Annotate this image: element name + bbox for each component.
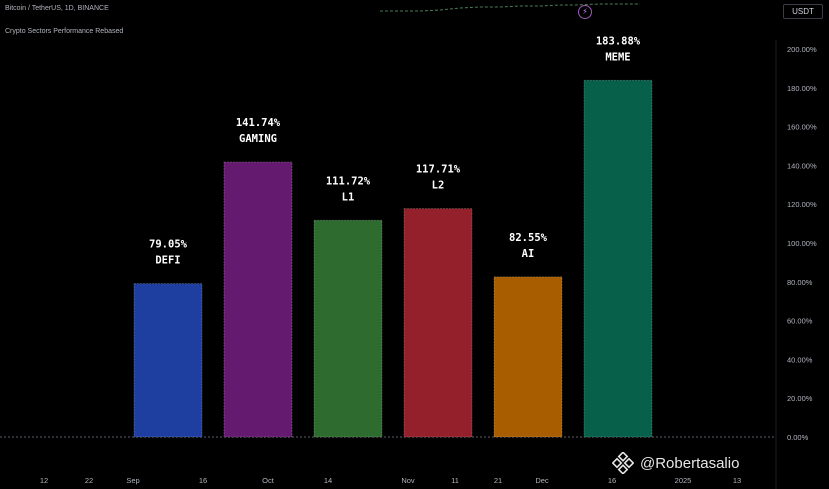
bar-l1[interactable] [313,219,383,438]
y-tick-label: 20.00% [787,394,813,403]
bar-value-label: 79.05% [149,239,188,251]
x-tick-label: Oct [262,476,275,485]
bar-category-label: DEFI [155,255,180,267]
bar-meme[interactable] [583,79,653,438]
x-tick-label: 14 [324,476,332,485]
bar-l2[interactable] [403,208,473,438]
x-tick-label: 21 [494,476,502,485]
x-tick-label: Dec [535,476,549,485]
bar-ai[interactable] [493,276,563,438]
chart-subtitle: Crypto Sectors Performance Rebased [5,28,124,35]
x-tick-label: 16 [199,476,207,485]
lightning-icon[interactable]: ⚡ [578,5,592,19]
bar-value-label: 183.88% [596,35,641,47]
mini-price-line [380,3,640,12]
y-tick-label: 0.00% [787,433,809,442]
bar-value-label: 82.55% [509,232,548,244]
bar-gaming[interactable] [223,161,293,438]
x-tick-label: 11 [451,476,459,485]
y-tick-label: 40.00% [787,355,813,364]
y-tick-label: 120.00% [787,200,817,209]
x-tick-label: Nov [401,476,415,485]
y-tick-label: 180.00% [787,84,817,93]
bar-value-label: 141.74% [236,117,281,129]
x-tick-label: Sep [126,476,139,485]
x-tick-label: 13 [733,476,741,485]
top-bar: Bitcoin / TetherUS, 1D, BINANCE ⚡ USDT [0,0,829,22]
x-tick-label: 22 [85,476,93,485]
bar-defi[interactable] [133,283,203,438]
y-tick-label: 100.00% [787,239,817,248]
watermark-text: @Robertasalio [640,454,740,472]
y-tick-label: 60.00% [787,317,813,326]
bar-category-label: L1 [342,191,355,203]
y-tick-label: 200.00% [787,45,817,54]
bar-value-label: 117.71% [416,164,461,176]
bar-value-label: 111.72% [326,175,371,187]
bar-category-label: L2 [432,180,445,192]
currency-button[interactable]: USDT [783,4,823,19]
symbol-title[interactable]: Bitcoin / TetherUS, 1D, BINANCE [5,5,109,12]
bar-category-label: GAMING [239,133,277,145]
y-tick-label: 140.00% [787,161,817,170]
diamond-logo-icon [612,452,634,474]
y-tick-label: 160.00% [787,123,817,132]
watermark: @Robertasalio [612,452,739,474]
x-tick-label: 12 [40,476,48,485]
y-tick-label: 80.00% [787,278,813,287]
x-tick-label: 16 [608,476,616,485]
bar-category-label: AI [522,248,535,260]
bar-category-label: MEME [605,51,630,63]
x-tick-label: 2025 [675,476,692,485]
